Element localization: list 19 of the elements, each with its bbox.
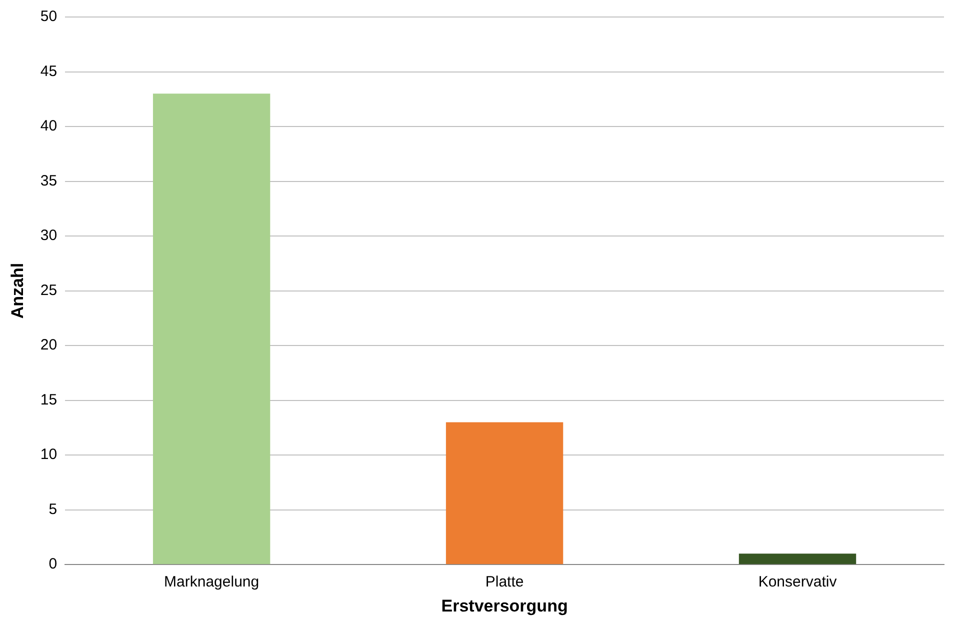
y-tick-label: 0 xyxy=(48,556,58,573)
bar xyxy=(446,422,564,564)
y-tick-label: 20 xyxy=(40,336,58,354)
y-tick-label: 45 xyxy=(40,62,58,80)
x-tick-label: Konservativ xyxy=(758,574,838,591)
y-tick-label: 35 xyxy=(40,172,58,190)
bar xyxy=(738,554,856,564)
bar xyxy=(152,94,270,564)
y-tick-label: 25 xyxy=(40,282,58,299)
y-axis-title: Anzahl xyxy=(8,262,27,319)
x-tick-label: Platte xyxy=(485,574,524,591)
x-tick-label: Marknagelung xyxy=(164,574,260,591)
y-tick-label: 30 xyxy=(40,227,58,244)
y-tick-label: 40 xyxy=(40,118,58,135)
y-tick-label: 50 xyxy=(40,8,58,26)
y-tick-label: 15 xyxy=(40,391,58,408)
x-axis-title: Erstversorgung xyxy=(441,596,568,616)
y-tick-label: 10 xyxy=(40,446,58,464)
y-tick-label: 5 xyxy=(48,500,58,518)
